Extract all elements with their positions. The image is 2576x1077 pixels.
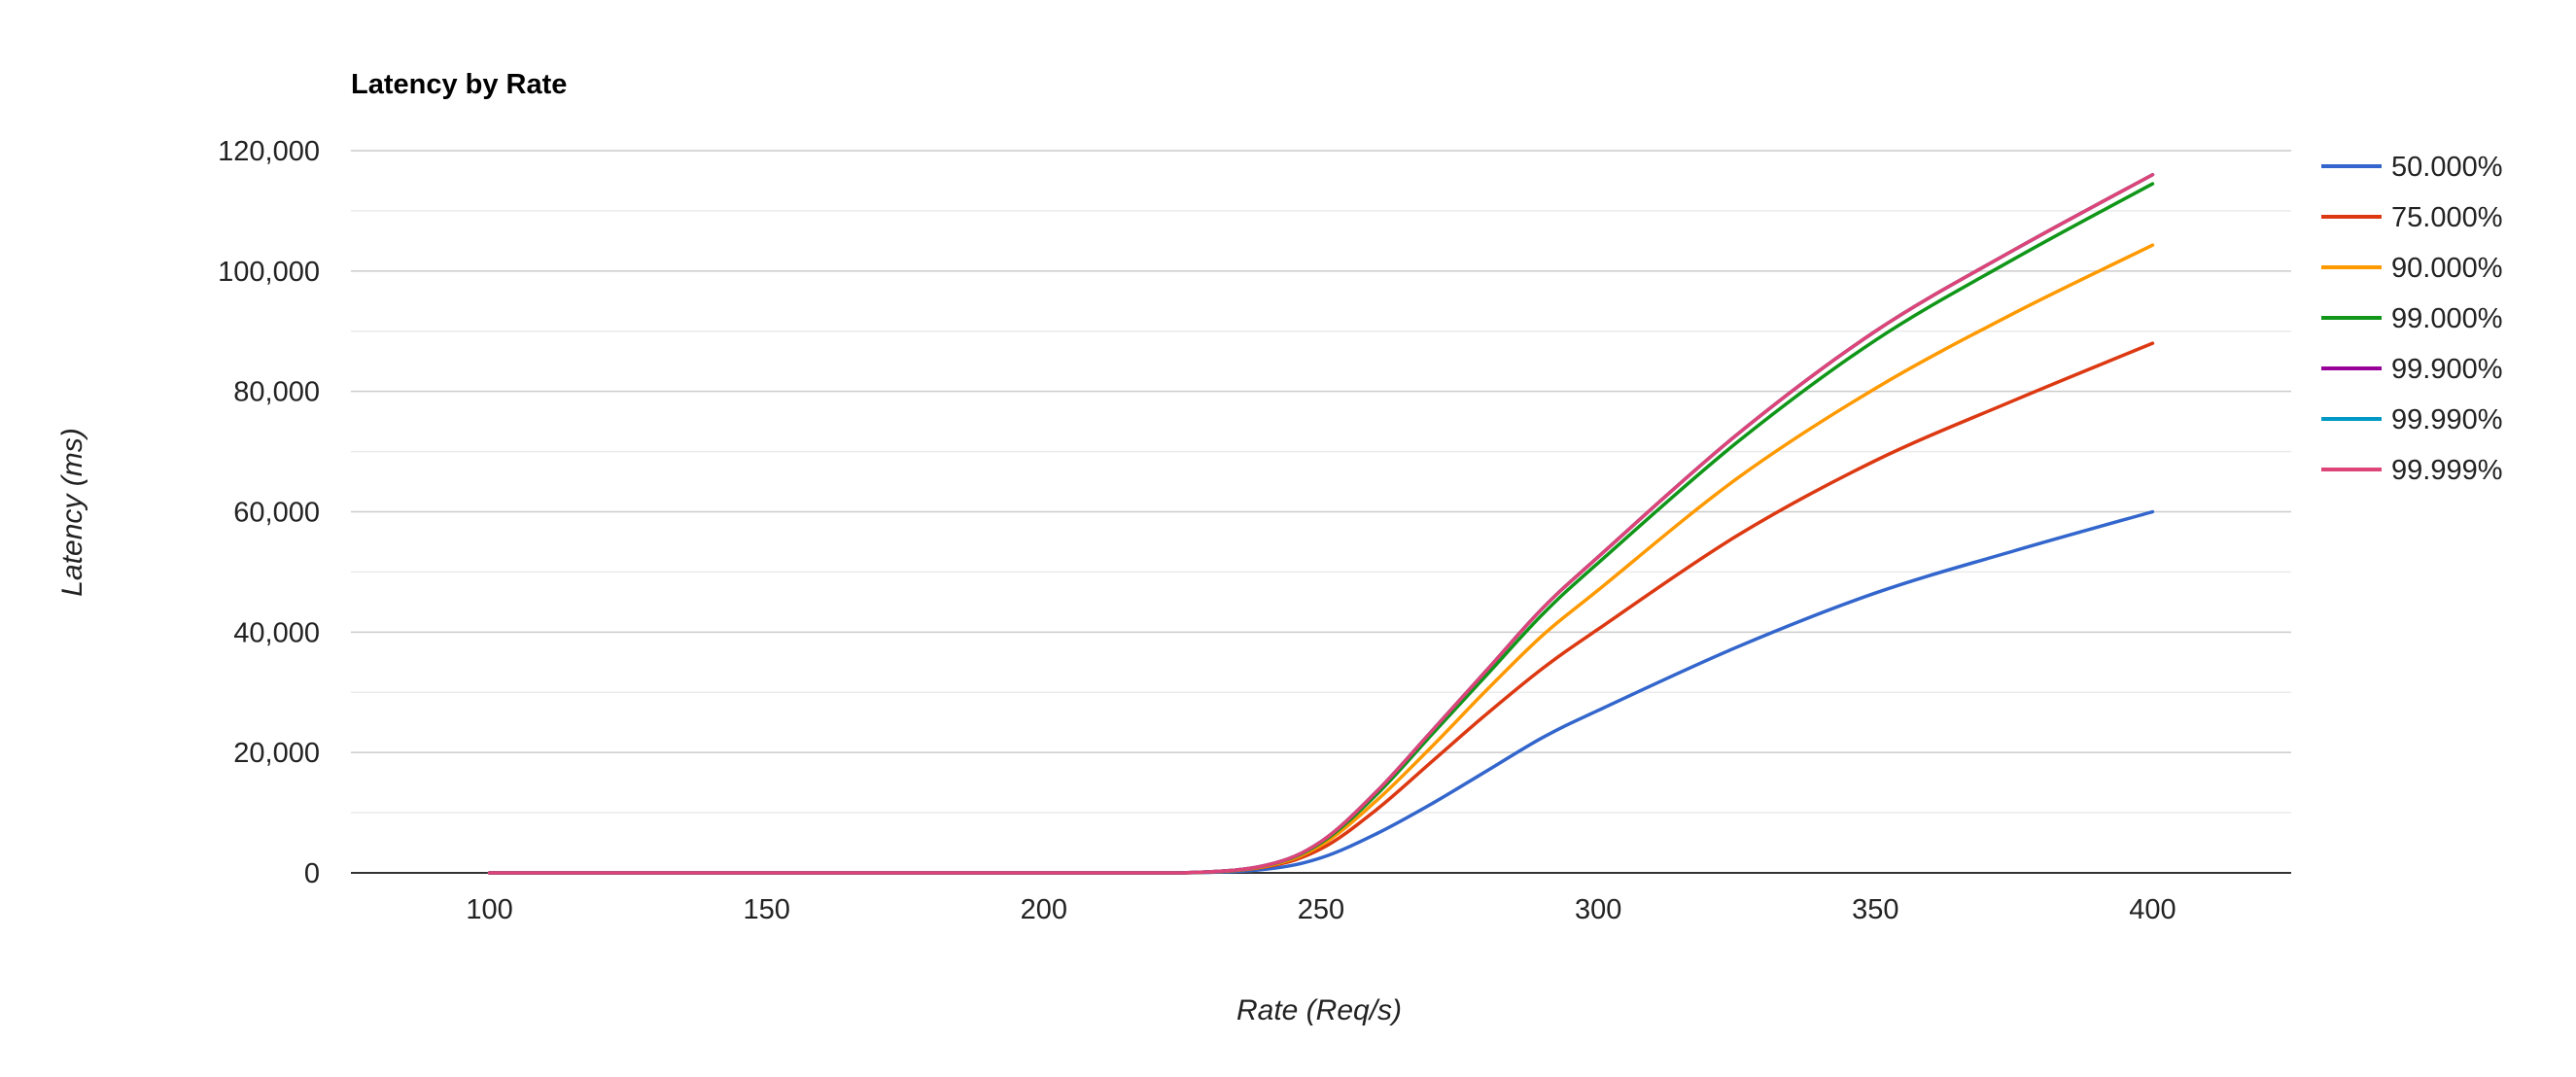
y-tick-label: 20,000	[233, 738, 320, 769]
y-tick-label: 80,000	[233, 377, 320, 408]
legend-label: 99.990%	[2391, 404, 2503, 435]
legend: 50.000% 75.000% 90.000% 99.000% 99.900% 99.99…	[2321, 152, 2503, 486]
legend-item: 99.990%	[2321, 404, 2503, 435]
legend-item: 90.000%	[2321, 253, 2503, 284]
series-line-3	[487, 243, 2155, 875]
legend-label: 75.000%	[2391, 202, 2503, 233]
legend-label: 99.000%	[2391, 303, 2503, 334]
x-tick-label: 300	[1575, 894, 1621, 925]
x-axis-label: Rate (Req/s)	[1236, 994, 1402, 1026]
legend-item: 75.000%	[2321, 202, 2503, 233]
x-tick-label: 350	[1852, 894, 1898, 925]
legend-item: 99.999%	[2321, 455, 2503, 486]
series-line-4	[487, 182, 2155, 875]
y-axis-label: Latency (ms)	[56, 428, 88, 596]
legend-label: 99.999%	[2391, 455, 2503, 486]
y-tick-label: 60,000	[233, 498, 320, 529]
legend-item: 99.900%	[2321, 354, 2503, 385]
series-line-5	[487, 173, 2155, 875]
series-line-6	[487, 173, 2155, 875]
y-axis-ticks: 0 20,000 40,000 60,000 80,000 100,000 120,000	[218, 136, 320, 889]
grid-lines	[351, 150, 2291, 814]
x-axis-ticks: 100 150 200 250 300 350 400	[466, 894, 2176, 925]
series-line-7	[487, 173, 2155, 875]
x-tick-label: 200	[1021, 894, 1067, 925]
y-tick-label: 120,000	[218, 136, 320, 167]
x-tick-label: 100	[466, 894, 512, 925]
legend-item: 50.000%	[2321, 152, 2503, 183]
legend-label: 50.000%	[2391, 152, 2503, 183]
y-tick-label: 100,000	[218, 257, 320, 288]
chart-title: Latency by Rate	[351, 69, 567, 100]
legend-item: 99.000%	[2321, 303, 2503, 334]
legend-label: 90.000%	[2391, 253, 2503, 284]
x-tick-label: 400	[2129, 894, 2176, 925]
series-lines	[487, 173, 2155, 875]
series-line-2	[487, 341, 2155, 875]
x-tick-label: 150	[744, 894, 790, 925]
y-tick-label: 40,000	[233, 617, 320, 648]
y-tick-label: 0	[304, 858, 320, 889]
legend-label: 99.900%	[2391, 354, 2503, 385]
x-tick-label: 250	[1298, 894, 1344, 925]
